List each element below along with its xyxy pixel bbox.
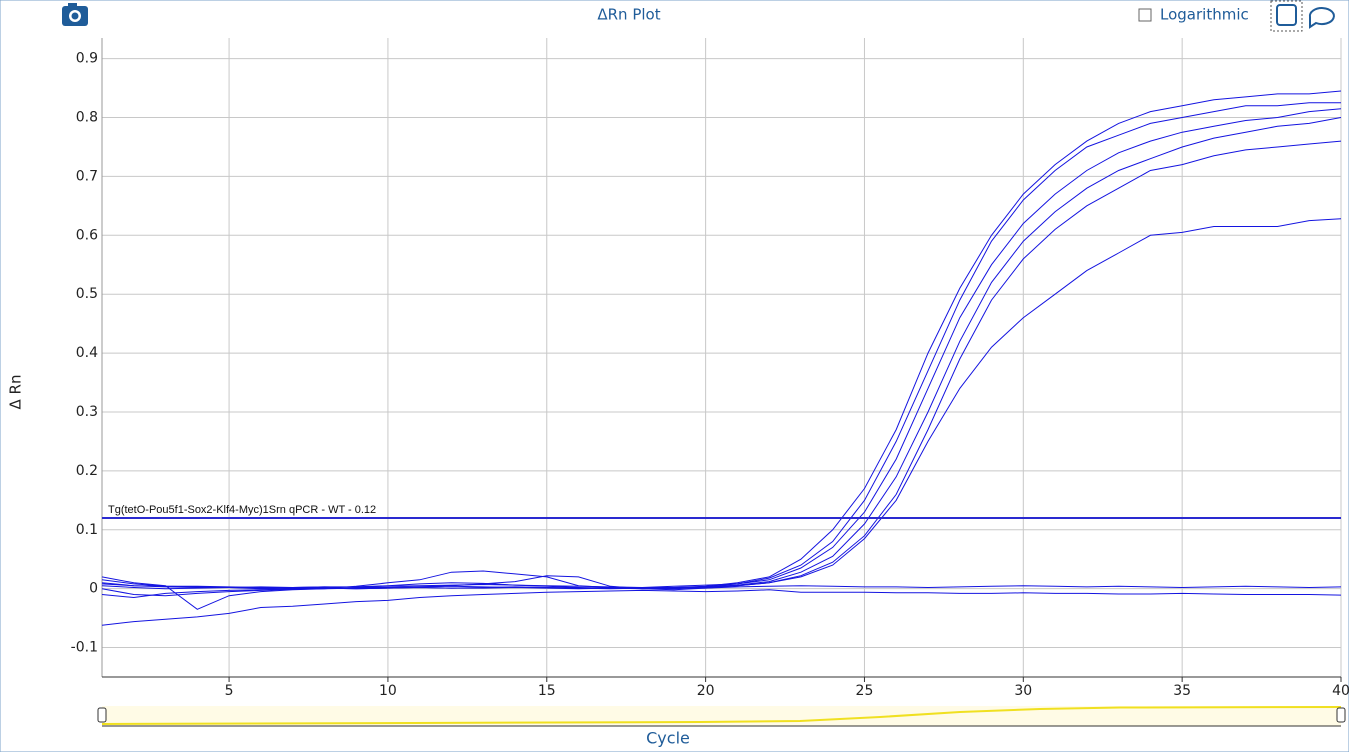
x-tick-label: 15 <box>538 683 556 699</box>
y-tick-label: 0.3 <box>76 404 98 420</box>
amplification-curve <box>101 218 1342 597</box>
x-tick-label: 20 <box>697 683 715 699</box>
amplification-curve <box>101 589 1342 626</box>
threshold-label: Tg(tetO-Pou5f1-Sox2-Klf4-Myc)1Srn qPCR -… <box>108 504 376 516</box>
y-tick-label: 0.8 <box>76 110 98 126</box>
log-label[interactable]: Logarithmic <box>1160 6 1249 24</box>
y-tick-label: 0.1 <box>76 522 98 538</box>
x-tick-label: 30 <box>1014 683 1032 699</box>
amplification-curve <box>101 102 1341 590</box>
chart-title: ΔRn Plot <box>597 6 660 24</box>
y-tick-label: 0.7 <box>76 168 98 184</box>
y-tick-label: 0.2 <box>76 463 98 479</box>
amplification-curve <box>101 583 1342 589</box>
select-button[interactable] <box>1276 4 1297 26</box>
camera-button[interactable] <box>62 3 88 26</box>
log-checkbox[interactable] <box>1138 8 1152 22</box>
range-slider[interactable] <box>97 706 1346 727</box>
amplification-curve <box>101 117 1342 599</box>
y-axis-title: Δ Rn <box>7 375 25 410</box>
x-axis-title: Cycle <box>646 729 690 748</box>
y-tick-label: 0.4 <box>76 345 98 361</box>
x-tick-label: 25 <box>856 683 874 699</box>
y-tick-label: 0.6 <box>76 227 98 243</box>
comment-button[interactable] <box>1308 7 1335 29</box>
y-tick-label: 0.9 <box>76 51 98 67</box>
y-tick-label: 0 <box>89 581 98 597</box>
x-tick-label: 40 <box>1332 683 1349 699</box>
x-tick-label: 35 <box>1173 683 1191 699</box>
y-tick-label: 0.5 <box>76 286 98 302</box>
x-tick-label: 10 <box>379 683 397 699</box>
select-focus <box>1270 0 1303 32</box>
y-tick-label: -0.1 <box>71 640 98 656</box>
plot-area: -0.1 0 0.1 0.2 0.3 0.4 0.5 0.6 0.7 0.8 0.9 5 10 15 20 2… <box>71 38 1349 699</box>
x-tick-label: 5 <box>225 683 234 699</box>
